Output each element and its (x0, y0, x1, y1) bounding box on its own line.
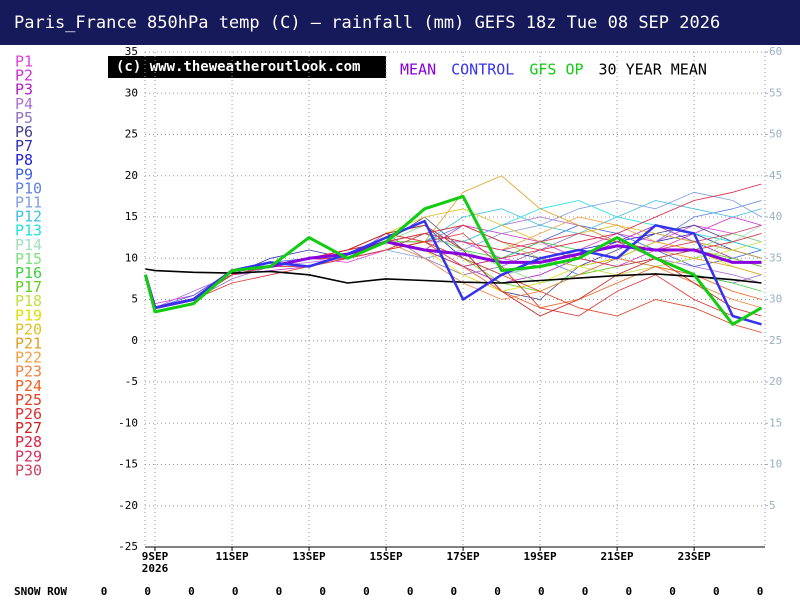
chart-title: Paris_France 850hPa temp (C) — rainfall … (14, 13, 720, 33)
snow-row-value: 0 (625, 585, 632, 598)
y2-tick-label: 5 (769, 499, 776, 512)
x-tick-label: 11SEP (215, 550, 248, 563)
snow-row-value: 0 (451, 585, 458, 598)
watermark-box (108, 56, 386, 78)
snow-row-value: 0 (757, 585, 764, 598)
legend-entry: P25 (15, 391, 42, 409)
y-tick-label: 25 (125, 128, 138, 141)
y2-tick-label: 35 (769, 251, 782, 264)
legend-entry: CONTROL (451, 61, 514, 79)
legend-entry: P15 (15, 250, 42, 268)
x-tick-label: 13SEP (292, 550, 325, 563)
y-tick-label: -5 (125, 375, 138, 388)
legend-entry: P24 (15, 377, 42, 395)
snow-row-value: 0 (669, 585, 676, 598)
x-tick-label: 9SEP (142, 550, 169, 563)
snow-row-value: 0 (363, 585, 370, 598)
x-tick-label: 21SEP (601, 550, 634, 563)
y-tick-label: 35 (125, 45, 138, 58)
y-tick-label: -10 (118, 416, 138, 429)
legend-entry: P20 (15, 320, 42, 338)
y2-tick-label: 25 (769, 334, 782, 347)
x-tick-label: 15SEP (370, 550, 403, 563)
y-tick-label: 0 (131, 334, 138, 347)
y2-tick-label: 45 (769, 169, 782, 182)
legend-entry: P30 (15, 461, 42, 479)
y2-tick-label: 40 (769, 210, 782, 223)
y-tick-label: -15 (118, 458, 138, 471)
snow-row-label: SNOW ROW (14, 585, 67, 598)
legend-entry: P1 (15, 53, 33, 71)
legend-entry: P8 (15, 151, 33, 169)
legend-entry: 30 YEAR MEAN (599, 61, 707, 79)
title-bar (0, 0, 800, 45)
y2-tick-label: 50 (769, 128, 782, 141)
watermark: (c) www.theweatheroutlook.com (116, 59, 360, 75)
legend-entry: P22 (15, 349, 42, 367)
y-tick-label: 15 (125, 210, 138, 223)
legend-entry: P5 (15, 109, 33, 127)
legend-entry: P9 (15, 165, 33, 183)
legend-entry: P21 (15, 335, 42, 353)
y-tick-label: -25 (118, 540, 138, 553)
snow-row-value: 0 (319, 585, 326, 598)
legend-entry: P18 (15, 292, 42, 310)
legend-entry: P17 (15, 278, 42, 296)
snow-row-value: 0 (582, 585, 589, 598)
x-tick-label: 17SEP (447, 550, 480, 563)
snow-row-value: 0 (538, 585, 545, 598)
snow-row-value: 0 (407, 585, 414, 598)
y2-tick-label: 15 (769, 416, 782, 429)
legend-entry: MEAN (400, 61, 436, 79)
legend-entry: P29 (15, 447, 42, 465)
y-tick-label: 10 (125, 251, 138, 264)
y-tick-label: 30 (125, 86, 138, 99)
y2-tick-label: 30 (769, 293, 782, 306)
x-tick-label: 23SEP (678, 550, 711, 563)
x-tick-label: 19SEP (524, 550, 557, 563)
legend-entry: P23 (15, 363, 42, 381)
legend-entry: P6 (15, 123, 33, 141)
snow-row-value: 0 (232, 585, 239, 598)
legend-entry: P16 (15, 264, 42, 282)
series-line (143, 194, 763, 326)
legend-entry: P11 (15, 194, 42, 212)
legend-entry: P26 (15, 405, 42, 423)
y2-tick-label: 10 (769, 458, 782, 471)
snow-row-value: 0 (713, 585, 720, 598)
legend-entry: GFS OP (529, 61, 583, 79)
snow-row-value: 0 (101, 585, 108, 598)
snow-row-value: 0 (494, 585, 501, 598)
snow-row-value: 0 (276, 585, 283, 598)
legend-entry: P3 (15, 81, 33, 99)
legend-entry: P14 (15, 236, 42, 254)
y-tick-label: 5 (131, 293, 138, 306)
y2-tick-label: 60 (769, 45, 782, 58)
legend-entry: P13 (15, 222, 42, 240)
y-tick-label: 20 (125, 169, 138, 182)
y2-tick-label: 20 (769, 375, 782, 388)
legend-entry: P27 (15, 419, 42, 437)
snow-row-value: 0 (144, 585, 151, 598)
legend-entry: P2 (15, 67, 33, 85)
series-line (145, 268, 762, 284)
snow-row-value: 0 (188, 585, 195, 598)
legend-entry: P19 (15, 306, 42, 324)
y-tick-label: -20 (118, 499, 138, 512)
y2-tick-label: 55 (769, 86, 782, 99)
legend-entry: P10 (15, 179, 42, 197)
legend-entry: P28 (15, 433, 42, 451)
x-year-label: 2026 (142, 562, 169, 575)
legend-entry: P12 (15, 208, 42, 226)
legend-entry: P7 (15, 137, 33, 155)
legend-entry: P4 (15, 95, 33, 113)
